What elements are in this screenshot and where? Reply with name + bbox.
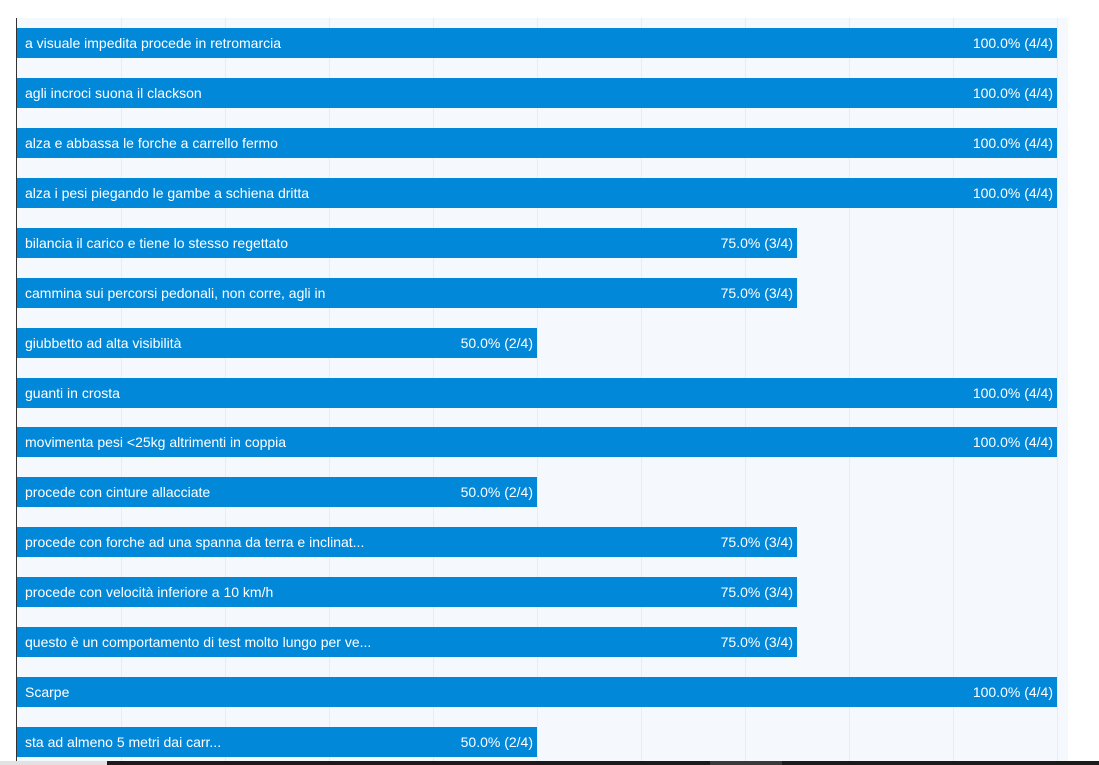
bar: procede con velocità inferiore a 10 km/h…	[17, 577, 797, 607]
bar: movimenta pesi <25kg altrimenti in coppi…	[17, 427, 1057, 457]
chart-y-axis-line	[16, 18, 17, 765]
bar-value-label: 75.0% (3/4)	[720, 235, 793, 251]
bar: procede con cinture allacciate 50.0% (2/4…	[17, 477, 537, 507]
bar: a visuale impedita procede in retromarci…	[17, 28, 1057, 58]
bar-value-label: 75.0% (3/4)	[720, 285, 793, 301]
bar: bilancia il carico e tiene lo stesso reg…	[17, 228, 797, 258]
bar-value-label: 100.0% (4/4)	[972, 85, 1053, 101]
bar-value-label: 75.0% (3/4)	[720, 634, 793, 650]
bar-value-label: 75.0% (3/4)	[720, 534, 793, 550]
bar-category-label: Scarpe	[25, 684, 70, 700]
bar-value-label: 50.0% (2/4)	[460, 484, 533, 500]
bar: questo è un comportamento di test molto …	[17, 627, 797, 657]
bar-value-label: 100.0% (4/4)	[972, 385, 1053, 401]
bar-category-label: sta ad almeno 5 metri dai carr...	[25, 734, 222, 750]
bar-category-label: questo è un comportamento di test molto …	[25, 634, 372, 650]
bar-category-label: alza e abbassa le forche a carrello ferm…	[25, 135, 278, 151]
bar: alza i pesi piegando le gambe a schiena …	[17, 178, 1057, 208]
bar-category-label: movimenta pesi <25kg altrimenti in coppi…	[25, 434, 287, 450]
bar-category-label: a visuale impedita procede in retromarci…	[25, 35, 282, 51]
bar-value-label: 100.0% (4/4)	[972, 185, 1053, 201]
bar-category-label: procede con forche ad una spanna da terr…	[25, 534, 365, 550]
bar-value-label: 50.0% (2/4)	[460, 734, 533, 750]
bar: agli incroci suona il clackson 100.0% (4/…	[17, 78, 1057, 108]
horizontal-scrollbar-mark	[710, 761, 782, 765]
bar-value-label: 50.0% (2/4)	[460, 335, 533, 351]
bar-value-label: 75.0% (3/4)	[720, 584, 793, 600]
bar-category-label: alza i pesi piegando le gambe a schiena …	[25, 185, 310, 201]
bar-value-label: 100.0% (4/4)	[972, 434, 1053, 450]
bar-category-label: procede con velocità inferiore a 10 km/h	[25, 584, 274, 600]
gridline	[1057, 18, 1058, 761]
bar: giubbetto ad alta visibilità 50.0% (2/4)	[17, 328, 537, 358]
horizontal-scrollbar-thumb[interactable]	[107, 761, 1099, 765]
bar-category-label: agli incroci suona il clackson	[25, 85, 202, 101]
bar-category-label: procede con cinture allacciate	[25, 484, 211, 500]
bar: sta ad almeno 5 metri dai carr... 50.0% (…	[17, 727, 537, 757]
bar-value-label: 100.0% (4/4)	[972, 684, 1053, 700]
bar-category-label: cammina sui percorsi pedonali, non corre…	[25, 285, 326, 301]
bar-category-label: guanti in crosta	[25, 385, 120, 401]
bar-category-label: bilancia il carico e tiene lo stesso reg…	[25, 235, 289, 251]
bar: guanti in crosta 100.0% (4/4)	[17, 378, 1057, 408]
horizontal-scrollbar[interactable]	[0, 761, 1099, 765]
bar-value-label: 100.0% (4/4)	[972, 135, 1053, 151]
bar: procede con forche ad una spanna da terr…	[17, 527, 797, 557]
bar-value-label: 100.0% (4/4)	[972, 35, 1053, 51]
bar: cammina sui percorsi pedonali, non corre…	[17, 278, 797, 308]
bar-category-label: giubbetto ad alta visibilità	[25, 335, 182, 351]
bar: alza e abbassa le forche a carrello ferm…	[17, 128, 1057, 158]
bar: Scarpe 100.0% (4/4)	[17, 677, 1057, 707]
